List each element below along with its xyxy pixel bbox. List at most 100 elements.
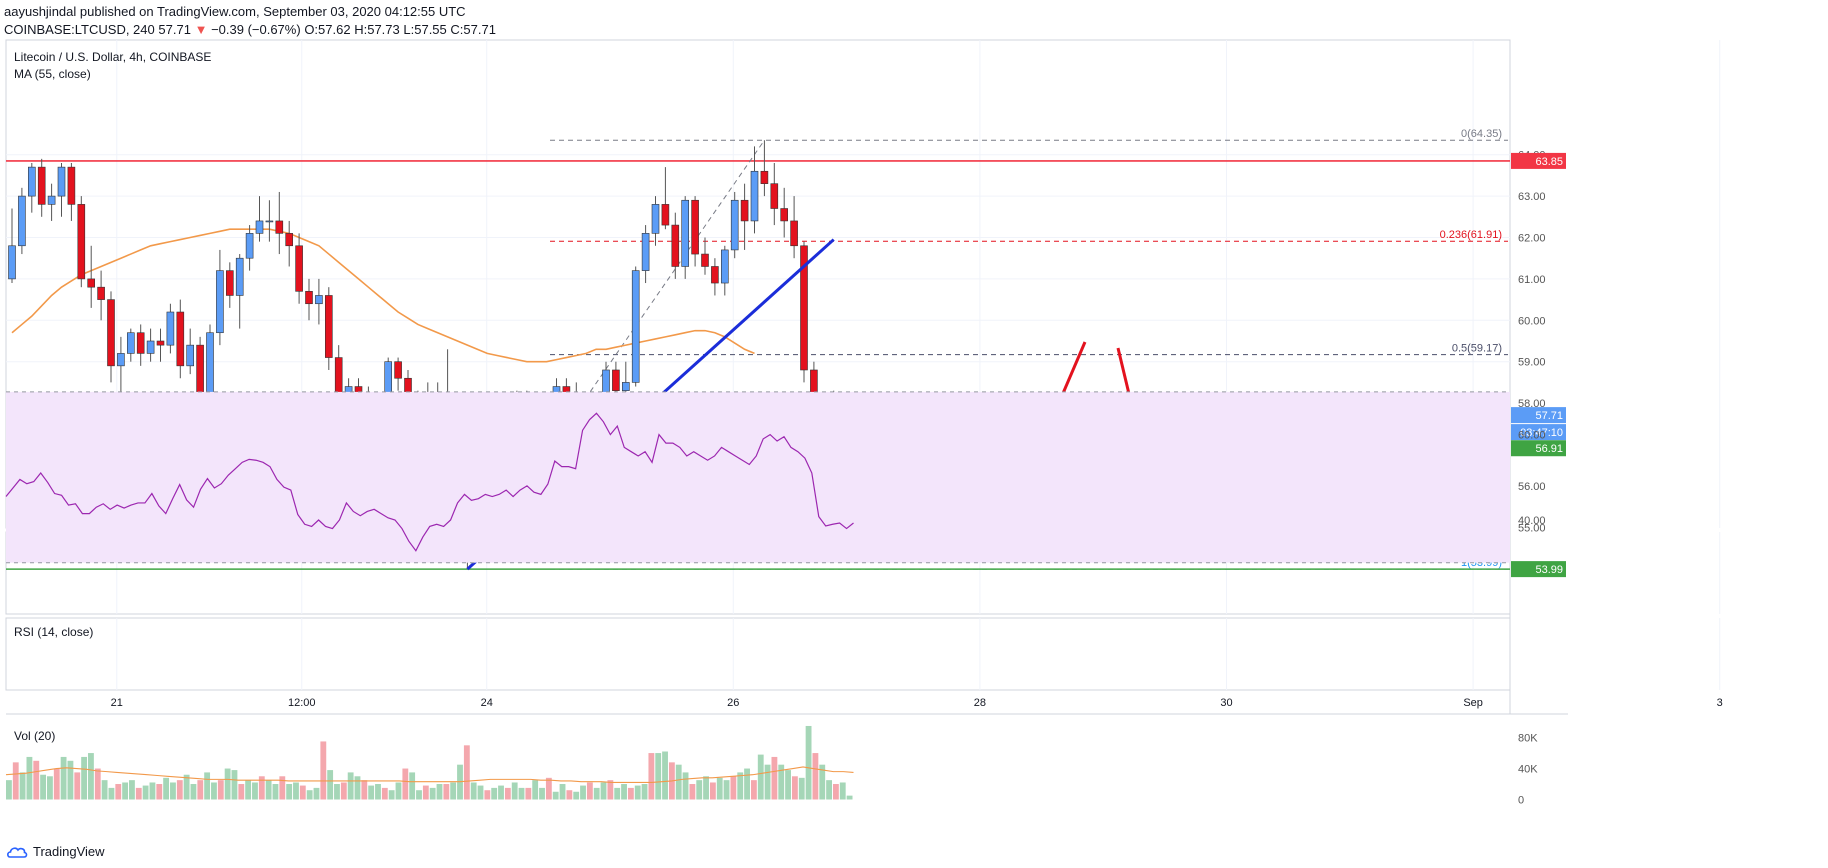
volume-bar — [197, 780, 204, 800]
volume-bar — [798, 777, 805, 800]
volume-bar — [785, 770, 791, 800]
x-tick-label: 21 — [111, 697, 123, 709]
candle-body — [681, 199, 690, 267]
volume-bar — [47, 776, 53, 800]
candle-body — [216, 270, 224, 334]
open-label: O: — [304, 22, 319, 37]
candle-body — [770, 183, 779, 209]
candle-body — [295, 245, 303, 292]
volume-bar — [641, 784, 648, 800]
volume-bar — [750, 780, 757, 800]
volume-bar — [33, 760, 40, 800]
volume-bar — [94, 768, 101, 800]
candle-body — [621, 382, 630, 391]
candle-body — [285, 233, 294, 247]
price-axis-badge-label: 56.91 — [1535, 443, 1563, 455]
volume-bar — [696, 780, 703, 800]
low-label: L: — [403, 22, 415, 37]
volume-bar — [40, 774, 47, 800]
volume-ma-line — [5, 766, 854, 784]
volume-bar — [737, 772, 744, 800]
volume-bar — [580, 785, 586, 800]
volume-bar — [252, 782, 258, 800]
volume-bar — [88, 753, 94, 800]
high-value: 57.73 — [367, 22, 400, 37]
author-link[interactable]: aayushjindal — [4, 4, 77, 19]
candle-body — [790, 220, 798, 247]
volume-bar — [832, 784, 839, 800]
volume-bar — [627, 787, 634, 800]
volume-bar — [682, 772, 689, 800]
volume-bar — [12, 762, 19, 800]
volume-bar — [142, 785, 149, 800]
candle-body — [27, 166, 36, 197]
volume-bar — [53, 768, 60, 800]
volume-bar — [149, 782, 156, 800]
volume-bar — [388, 790, 395, 800]
volume-bar — [156, 784, 163, 800]
volume-bar — [409, 772, 416, 800]
volume-bar — [286, 784, 293, 800]
y-tick-label: 62.00 — [1518, 233, 1546, 245]
volume-bar — [655, 753, 662, 800]
volume-bar — [81, 756, 88, 800]
candle-body — [730, 199, 739, 251]
volume-bar — [60, 756, 67, 800]
volume-bar — [511, 782, 518, 800]
volume-bar — [709, 782, 716, 800]
volume-bar — [67, 760, 74, 800]
candle-body — [255, 220, 264, 234]
candle-body — [18, 195, 26, 247]
volume-bar — [327, 770, 334, 800]
volume-bar — [744, 768, 750, 800]
volume-bar — [607, 780, 614, 800]
candle-body — [760, 170, 769, 184]
volume-bar — [190, 784, 197, 800]
volume-bar — [703, 776, 709, 800]
publish-info: published on TradingView.com, September … — [76, 4, 466, 19]
candle-body — [612, 369, 620, 391]
high-label: H: — [354, 22, 368, 37]
tradingview-logo[interactable]: TradingView — [6, 844, 105, 859]
volume-bar — [689, 784, 696, 800]
cloud-icon — [7, 846, 28, 858]
candle-body — [265, 220, 274, 223]
volume-bar — [306, 790, 313, 800]
volume-bar — [368, 785, 375, 800]
candle-body — [77, 204, 86, 280]
rsi-tick-label: 60.00 — [1518, 430, 1546, 442]
candle-body — [67, 166, 76, 205]
candle-body — [780, 208, 789, 222]
price-axis-badge — [1511, 407, 1566, 424]
volume-bar — [757, 754, 764, 800]
price-change: −0.39 (−0.67%) — [211, 22, 301, 37]
volume-tick-label: 80K — [1518, 733, 1538, 745]
volume-bar — [470, 782, 477, 800]
candle-body — [117, 353, 125, 367]
volume-bar — [498, 785, 504, 800]
candle-body — [315, 295, 323, 305]
volume-bar — [675, 764, 682, 800]
volume-bar — [559, 784, 566, 800]
volume-bar — [108, 787, 115, 800]
volume-bar — [791, 776, 798, 800]
volume-bar — [545, 777, 552, 800]
volume-bar — [395, 782, 402, 800]
y-tick-label: 59.00 — [1518, 357, 1546, 369]
volume-bar — [293, 782, 299, 800]
volume-bar — [518, 787, 525, 800]
volume-bar — [135, 787, 142, 800]
last-price: 57.71 — [158, 22, 191, 37]
candle-body — [245, 233, 254, 259]
volume-bar — [539, 787, 545, 800]
volume-bar — [846, 795, 853, 800]
candle-body — [37, 166, 46, 205]
volume-bar — [238, 784, 245, 800]
rsi-tick-label: 40.00 — [1518, 515, 1546, 527]
volume-bar — [217, 780, 224, 800]
y-tick-label: 56.00 — [1518, 481, 1546, 493]
candle-body — [226, 270, 234, 296]
candle-body — [186, 344, 194, 367]
price-axis-badge-label: 03:47:10 — [1520, 427, 1563, 439]
